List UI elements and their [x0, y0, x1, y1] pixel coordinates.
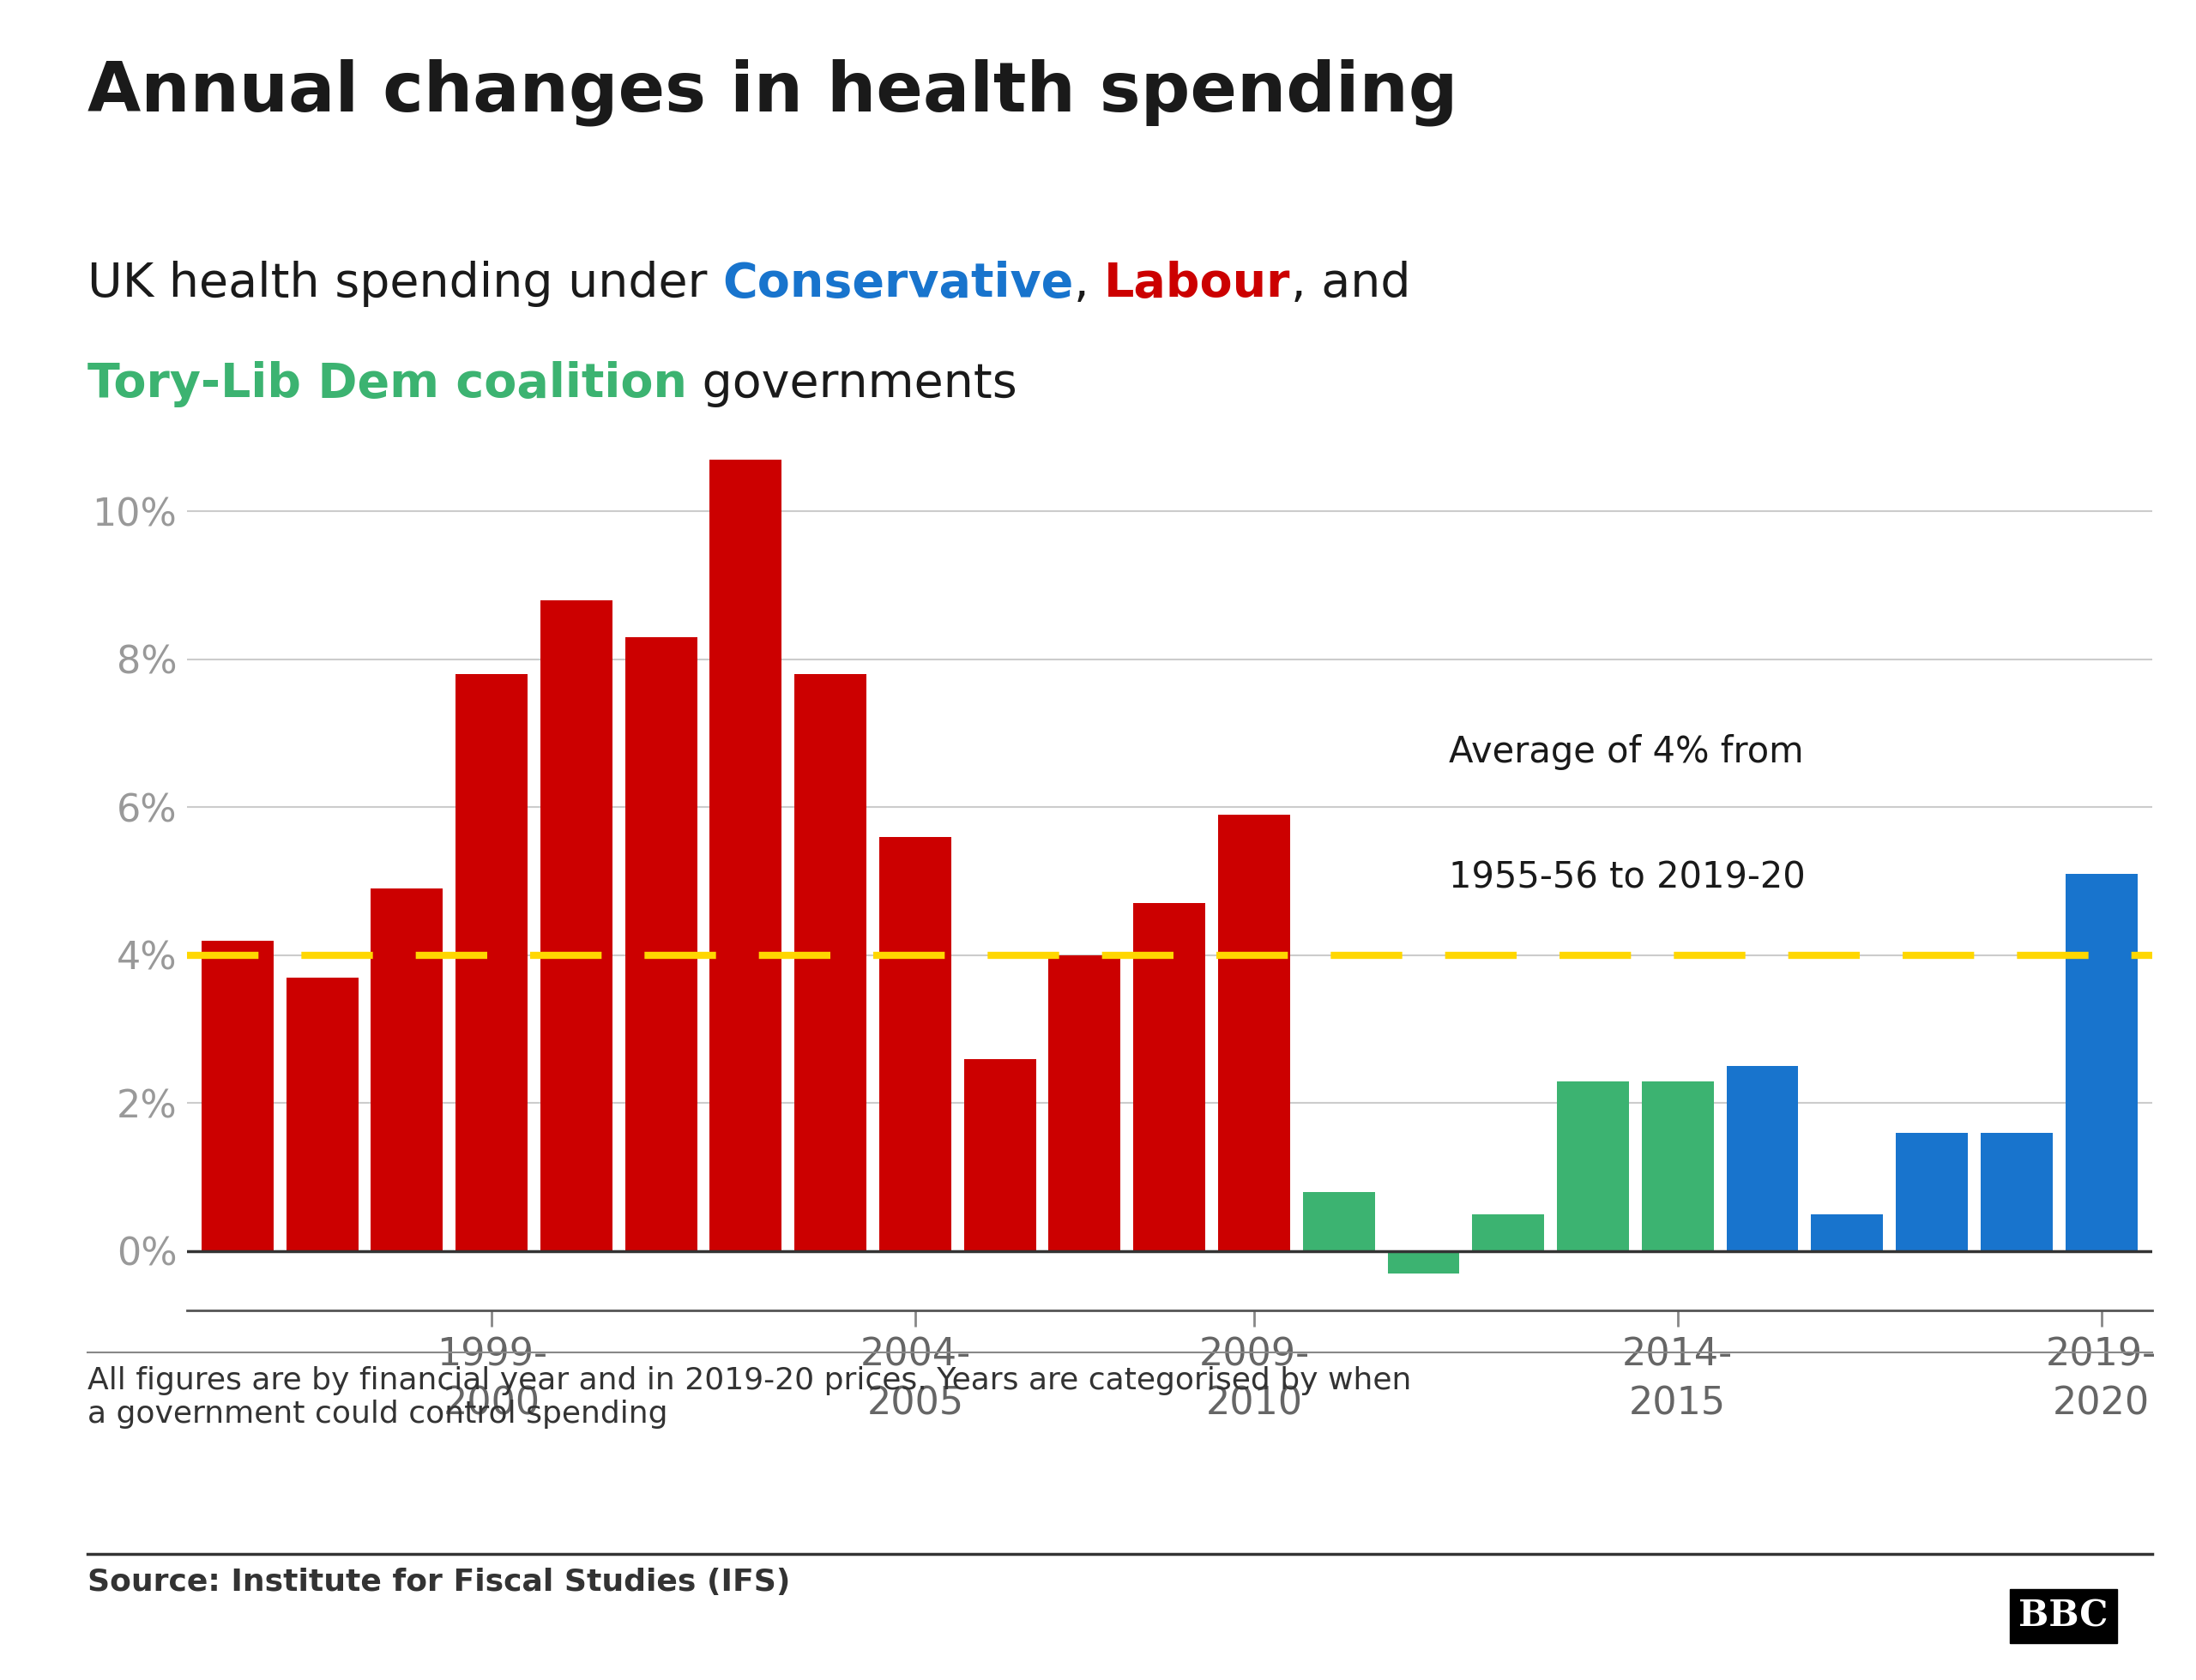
- Bar: [1557, 1080, 1629, 1252]
- Bar: [1643, 1080, 1713, 1252]
- Text: Annual changes in health spending: Annual changes in health spending: [88, 59, 1458, 126]
- Text: All figures are by financial year and in 2019-20 prices. Years are categorised b: All figures are by financial year and in…: [88, 1366, 1412, 1428]
- Text: ,: ,: [1074, 260, 1105, 307]
- Bar: [1471, 1215, 1544, 1252]
- Bar: [455, 674, 527, 1252]
- Bar: [540, 600, 613, 1252]
- Bar: [626, 637, 696, 1252]
- Bar: [1302, 1193, 1375, 1252]
- Bar: [878, 837, 951, 1252]
- Text: Tory-Lib Dem coalition: Tory-Lib Dem coalition: [88, 361, 687, 408]
- Bar: [2064, 874, 2137, 1252]
- Bar: [964, 1058, 1037, 1252]
- Text: , and: , and: [1291, 260, 1410, 307]
- Bar: [1726, 1067, 1799, 1252]
- Text: Source: Institute for Fiscal Studies (IFS): Source: Institute for Fiscal Studies (IF…: [88, 1567, 791, 1596]
- Text: Average of 4% from: Average of 4% from: [1449, 734, 1803, 769]
- Text: 1955-56 to 2019-20: 1955-56 to 2019-20: [1449, 860, 1805, 895]
- Bar: [1812, 1215, 1884, 1252]
- Bar: [1219, 815, 1289, 1252]
- Bar: [1981, 1132, 2053, 1252]
- Bar: [371, 889, 444, 1252]
- Bar: [202, 941, 274, 1252]
- Text: Labour: Labour: [1105, 260, 1291, 307]
- Bar: [1388, 1252, 1460, 1273]
- Text: governments: governments: [687, 361, 1017, 408]
- Bar: [1895, 1132, 1968, 1252]
- Bar: [1133, 904, 1206, 1252]
- Text: Conservative: Conservative: [722, 260, 1074, 307]
- Text: BBC: BBC: [2018, 1598, 2108, 1635]
- Bar: [709, 459, 782, 1252]
- Text: UK health spending under: UK health spending under: [88, 260, 722, 307]
- Bar: [795, 674, 867, 1252]
- Bar: [1050, 956, 1120, 1252]
- Bar: [285, 978, 358, 1252]
